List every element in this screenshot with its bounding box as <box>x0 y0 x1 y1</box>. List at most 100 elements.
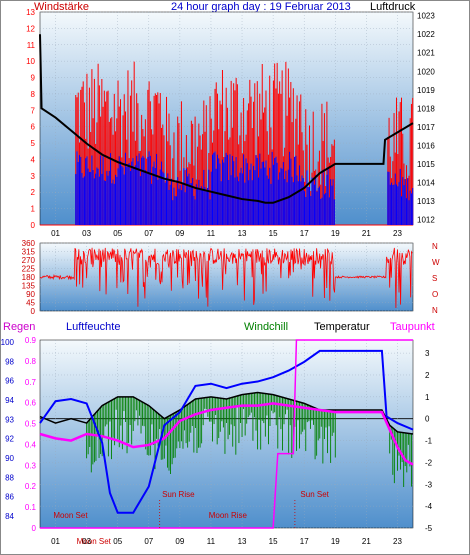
y-tick-rain: 0.1 <box>25 503 37 512</box>
x-tick: 03 <box>82 229 91 238</box>
compass-letter: S <box>432 274 437 283</box>
pressure-line <box>39 34 414 204</box>
y-tick-rain: 0 <box>32 524 37 533</box>
y-tick-left: 5 <box>31 139 36 148</box>
y-tick-humidity: 93 <box>5 415 14 424</box>
y-tick-left: 1 <box>31 205 36 214</box>
x-tick: 19 <box>331 537 340 546</box>
y-tick-left: 45 <box>26 299 35 308</box>
y-tick-humidity: 96 <box>5 377 14 386</box>
humidity-line <box>39 349 414 514</box>
y-tick-right: 1012 <box>417 215 435 224</box>
y-tick-left: 0 <box>31 221 36 230</box>
x-tick: 23 <box>393 229 402 238</box>
x-tick: 17 <box>300 537 309 546</box>
y-tick-left: 11 <box>27 41 36 50</box>
y-tick-left: 13 <box>26 8 35 17</box>
wind-speed-label: Windstärke <box>34 1 89 13</box>
y-tick-left: 315 <box>22 248 36 257</box>
x-tick: 15 <box>269 229 278 238</box>
x-tick: 15 <box>269 537 278 546</box>
y-tick-left: 12 <box>26 24 35 33</box>
x-tick: 11 <box>207 537 216 546</box>
y-tick-right: 1022 <box>417 30 435 39</box>
y-tick-left: 2 <box>31 188 36 197</box>
y-tick-right: 1023 <box>417 12 435 21</box>
y-tick-left: 4 <box>31 155 36 164</box>
y-tick-left: 360 <box>22 239 36 248</box>
pressure-label: Luftdruck <box>370 1 416 13</box>
y-tick-humidity: 98 <box>5 357 14 366</box>
temperature-label: Temperatur <box>314 321 370 333</box>
y-tick-left: 225 <box>22 265 36 274</box>
y-tick-rain: 0.8 <box>25 357 37 366</box>
x-tick: 09 <box>175 229 184 238</box>
y-tick-left: 10 <box>26 57 35 66</box>
rain-line <box>40 339 413 529</box>
y-tick-right: 1015 <box>417 160 435 169</box>
event-label: Moon Set <box>53 511 88 520</box>
y-tick-humidity: 84 <box>5 512 14 521</box>
y-tick-left: 6 <box>31 123 36 132</box>
y-tick-left: 180 <box>22 273 36 282</box>
event-label: Moon Rise <box>209 511 248 520</box>
y-tick-humidity: 90 <box>5 454 14 463</box>
y-tick-humidity: 86 <box>5 493 14 502</box>
y-tick-humidity: 88 <box>5 473 14 482</box>
y-tick-right: 1021 <box>417 49 435 58</box>
y-tick-rain: 0.6 <box>25 399 37 408</box>
event-label: Moon Set <box>77 537 112 546</box>
y-tick-left: 9 <box>31 74 36 83</box>
y-tick-rain: 0.4 <box>25 440 37 449</box>
y-tick-left: 3 <box>31 172 36 181</box>
y-tick-right: 1019 <box>417 86 435 95</box>
y-tick-rain: 0.5 <box>25 420 37 429</box>
x-tick: 21 <box>362 229 371 238</box>
y-tick-rain: 0.2 <box>25 482 37 491</box>
x-tick: 13 <box>238 537 247 546</box>
wind-direction-line <box>39 247 413 308</box>
x-tick: 17 <box>300 229 309 238</box>
compass-letter: O <box>432 290 438 299</box>
x-tick: 05 <box>113 537 122 546</box>
x-tick: 13 <box>238 229 247 238</box>
y-tick-rain: 0.3 <box>25 461 37 470</box>
y-tick-right: -2 <box>425 458 433 467</box>
compass-letter: N <box>432 242 438 251</box>
y-tick-right: 1013 <box>417 197 435 206</box>
y-tick-humidity: 94 <box>5 396 14 405</box>
y-tick-right: 1014 <box>417 178 435 187</box>
humidity-label: Luftfeuchte <box>66 321 120 333</box>
y-tick-humidity: 92 <box>5 435 14 444</box>
x-tick: 11 <box>207 229 216 238</box>
y-tick-rain: 0.7 <box>25 378 37 387</box>
x-tick: 23 <box>393 537 402 546</box>
y-tick-left: 90 <box>26 290 35 299</box>
y-tick-rain: 0.9 <box>25 336 37 345</box>
dewpoint-label: Taupunkt <box>390 321 435 333</box>
windchill-label: Windchill <box>244 321 288 333</box>
y-tick-left: 270 <box>22 256 36 265</box>
y-tick-left: 0 <box>31 307 36 316</box>
event-label: Sun Rise <box>162 490 195 499</box>
x-tick: 01 <box>51 537 60 546</box>
y-tick-right: -1 <box>425 437 433 446</box>
chart-title: 24 hour graph day : 19 Februar 2013 <box>171 1 351 13</box>
temperature-line <box>39 391 414 435</box>
y-tick-right: -4 <box>425 502 433 511</box>
rain-label: Regen <box>3 321 35 333</box>
compass-letter: W <box>432 258 440 267</box>
y-tick-right: 1018 <box>417 104 435 113</box>
dewpoint-line <box>39 402 414 466</box>
y-tick-right: 1017 <box>417 123 435 132</box>
x-tick: 09 <box>175 537 184 546</box>
y-tick-right: 1 <box>425 393 430 402</box>
x-tick: 19 <box>331 229 340 238</box>
y-tick-right: -5 <box>425 524 433 533</box>
x-tick: 03 <box>82 537 91 546</box>
y-tick-right: 1016 <box>417 141 435 150</box>
y-tick-left: 8 <box>31 90 36 99</box>
x-tick: 05 <box>113 229 122 238</box>
